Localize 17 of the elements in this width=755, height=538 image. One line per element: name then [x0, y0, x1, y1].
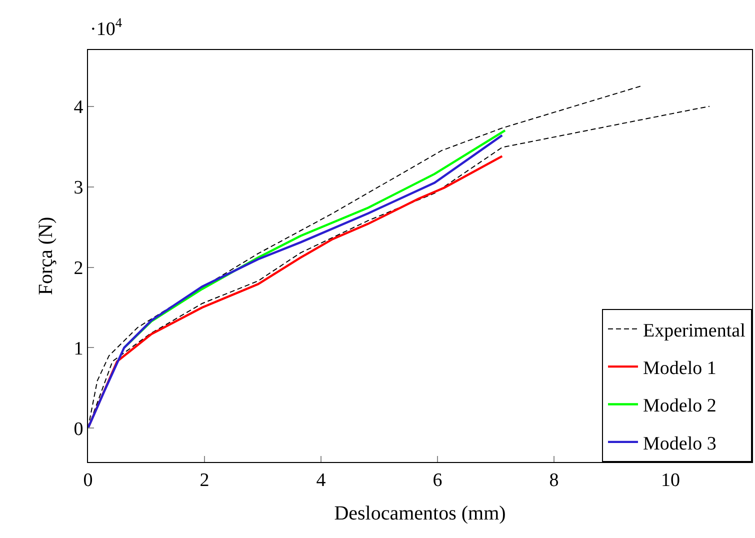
x-tick-label: 10 [660, 470, 680, 491]
legend-label: Experimental [643, 320, 746, 342]
x-tick-label: 6 [432, 470, 442, 491]
x-axis-title: Deslocamentos (mm) [334, 502, 506, 524]
y-tick-label: 0 [74, 418, 84, 440]
legend-label: Modelo 2 [643, 396, 716, 417]
x-tick-label: 8 [549, 470, 559, 491]
y-tick-label: 1 [74, 338, 84, 360]
x-tick-label: 4 [316, 470, 326, 491]
text: ·10$^{4}$ [90, 15, 122, 40]
x-tick-label: 2 [200, 470, 210, 491]
y-axis-title: Força (N) [35, 216, 58, 296]
y-tick-label: 4 [74, 96, 84, 118]
y-tick-label: 3 [74, 177, 84, 198]
legend-label: Modelo 1 [643, 358, 716, 379]
legend-label: Modelo 3 [643, 433, 716, 454]
y-tick-label: 2 [74, 258, 84, 279]
